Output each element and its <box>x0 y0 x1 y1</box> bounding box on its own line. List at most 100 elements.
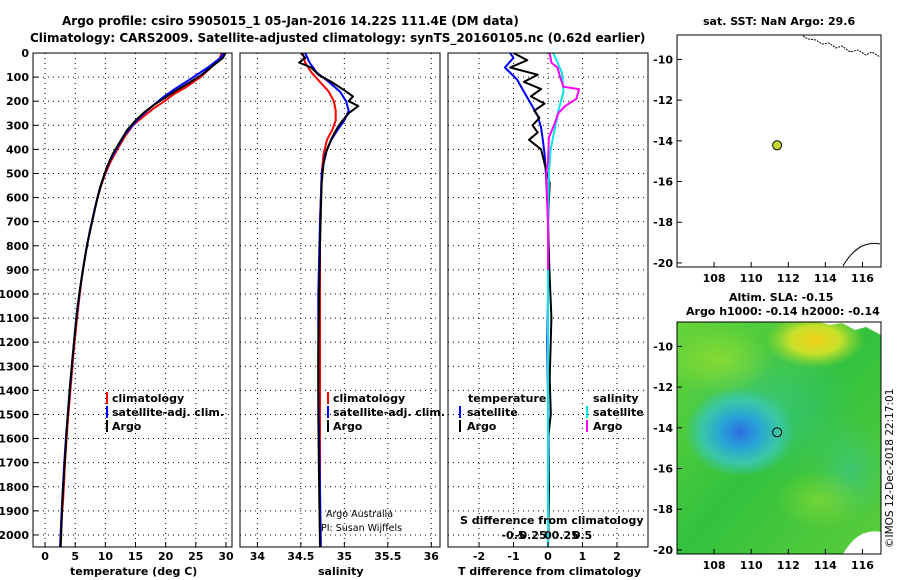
difference-xlabel-salinity: S difference from climatology <box>460 514 644 527</box>
map-y-tick-label: -12 <box>653 94 673 107</box>
legend-s-satellite: satellite <box>593 406 644 419</box>
legend-t-argo: Argo <box>467 420 497 433</box>
map-y-tick-label: -14 <box>653 135 673 148</box>
y-tick-label: 1300 <box>0 360 29 373</box>
series-line-satellite-adj-clim- <box>304 53 350 547</box>
map-y-tick-label: -16 <box>653 176 673 189</box>
y-tick-label: 800 <box>6 240 29 253</box>
x-tick-label: -2 <box>473 550 485 563</box>
y-tick-label: 500 <box>6 167 29 180</box>
map-x-tick-label: 112 <box>777 272 800 285</box>
salinity-legend: climatology satellite-adj. clim. Argo <box>327 392 445 433</box>
map-y-tick-label: -10 <box>653 340 673 353</box>
x-tick-label: 35 <box>337 550 352 563</box>
series-line-argo <box>59 53 227 547</box>
series-line-climatology <box>59 53 223 547</box>
x-tick-label: 1 <box>579 550 587 563</box>
map-y-tick-label: -20 <box>653 544 673 557</box>
difference-xlabel: T difference from climatology <box>458 565 641 578</box>
legend-satellite-adj: satellite-adj. clim. <box>333 406 445 419</box>
x-tick-label: 25 <box>188 550 203 563</box>
legend-salinity-title: salinity <box>593 392 639 405</box>
difference-profile-panel: -2 -1 0 1 2-0.5-0.250 0.250.5 <box>447 52 649 563</box>
coastline-south <box>842 242 881 267</box>
x-tick-label: 34.5 <box>287 550 314 563</box>
y-tick-label: 1900 <box>0 505 29 518</box>
y-tick-label: 400 <box>6 143 29 156</box>
temperature-xlabel: temperature (deg C) <box>70 565 197 578</box>
legend-s-argo: Argo <box>593 420 623 433</box>
map-y-tick-label: -10 <box>653 53 673 66</box>
x-tick-label-salinity: 0.5 <box>573 529 593 542</box>
y-tick-label: 700 <box>6 216 29 229</box>
x-tick-label: 2 <box>613 550 621 563</box>
map-y-tick-label: -16 <box>653 463 673 476</box>
map-x-tick-label: 110 <box>740 272 763 285</box>
y-tick-label: 100 <box>6 71 29 84</box>
map-y-tick-label: -14 <box>653 422 673 435</box>
temperature-profile-panel: 0 5 10 15 20 25 300100200300400500600700800900… <box>0 47 234 563</box>
x-tick-label: 34 <box>250 550 266 563</box>
plot-frame <box>32 52 233 548</box>
sla-map: 108 110 112 114 116 -10 -12 -14 -16 -18 -20 <box>653 321 882 572</box>
float-location-marker <box>772 427 783 438</box>
y-tick-label: 1400 <box>0 384 29 397</box>
map-x-tick-label: 114 <box>814 559 837 572</box>
legend-climatology: climatology <box>333 392 405 405</box>
map-x-tick-label: 116 <box>851 559 874 572</box>
x-tick-label: 10 <box>98 550 114 563</box>
attribution-line2: PI: Susan Wijffels <box>321 523 402 534</box>
series-line-argo <box>298 53 360 547</box>
x-tick-label-salinity: 0.25 <box>552 529 579 542</box>
x-tick-label: 5 <box>71 550 79 563</box>
y-tick-label: 0 <box>21 47 29 60</box>
difference-legend: temperature satellite Argo salinity sate… <box>459 392 644 433</box>
y-tick-label: 2000 <box>0 529 29 542</box>
x-tick-label-salinity: 0 <box>544 529 552 542</box>
map-y-tick-label: -18 <box>653 216 673 229</box>
legend-temperature-title: temperature <box>468 392 546 405</box>
map-x-tick-label: 110 <box>740 559 763 572</box>
legend-satellite-adj: satellite-adj. clim. <box>112 406 224 419</box>
sst-map: 108 110 112 114 116 -10 -12 -14 -16 -18 -20 <box>653 34 882 285</box>
x-tick-label-salinity: -0.5 <box>501 529 525 542</box>
x-tick-label: 35.5 <box>374 550 401 563</box>
x-tick-label: 0 <box>41 550 49 563</box>
y-tick-label: 1000 <box>0 288 29 301</box>
map-y-tick-label: -12 <box>653 381 673 394</box>
legend-t-satellite: satellite <box>467 406 518 419</box>
x-tick-label: -1 <box>507 550 519 563</box>
map-x-tick-label: 114 <box>814 272 837 285</box>
y-tick-label: 1100 <box>0 312 29 325</box>
legend-argo: Argo <box>112 420 142 433</box>
x-tick-label: 30 <box>218 550 234 563</box>
x-tick-label: 36 <box>424 550 440 563</box>
map-x-tick-label: 108 <box>703 559 726 572</box>
legend-climatology: climatology <box>112 392 184 405</box>
salinity-profile-panel: 34 34.5 35 35.5 36 <box>239 52 441 563</box>
sla-map-title2: Argo h1000: -0.14 h2000: -0.14 <box>686 305 880 318</box>
salinity-xlabel: salinity <box>318 565 364 578</box>
y-tick-label: 900 <box>6 264 29 277</box>
float-location-marker <box>772 140 783 151</box>
sla-map-title1: Altim. SLA: -0.15 <box>729 291 833 304</box>
figure-title-line1: Argo profile: csiro 5905015_1 05-Jan-201… <box>62 14 519 29</box>
y-tick-label: 1500 <box>0 408 29 421</box>
y-tick-label: 200 <box>6 95 29 108</box>
x-tick-label: 0 <box>544 550 552 563</box>
y-tick-label: 600 <box>6 192 29 205</box>
attribution-line1: Argo Australia <box>326 509 393 520</box>
map-y-tick-label: -20 <box>653 257 673 270</box>
map-x-tick-label: 112 <box>777 559 800 572</box>
x-tick-label: 20 <box>158 550 174 563</box>
y-tick-label: 1800 <box>0 481 29 494</box>
map-x-tick-label: 116 <box>851 272 874 285</box>
figure-title-line2: Climatology: CARS2009. Satellite-adjuste… <box>30 31 645 46</box>
series-line-satellite-adj-clim- <box>59 53 225 547</box>
imos-stamp: ©IMOS 12-Dec-2018 22:17:01 <box>884 389 896 548</box>
sst-map-title: sat. SST: NaN Argo: 29.6 <box>703 15 855 28</box>
map-x-tick-label: 108 <box>703 272 726 285</box>
x-tick-label-salinity: -0.25 <box>515 529 547 542</box>
coastline-north <box>802 35 881 58</box>
series-line-argo <box>509 53 553 547</box>
